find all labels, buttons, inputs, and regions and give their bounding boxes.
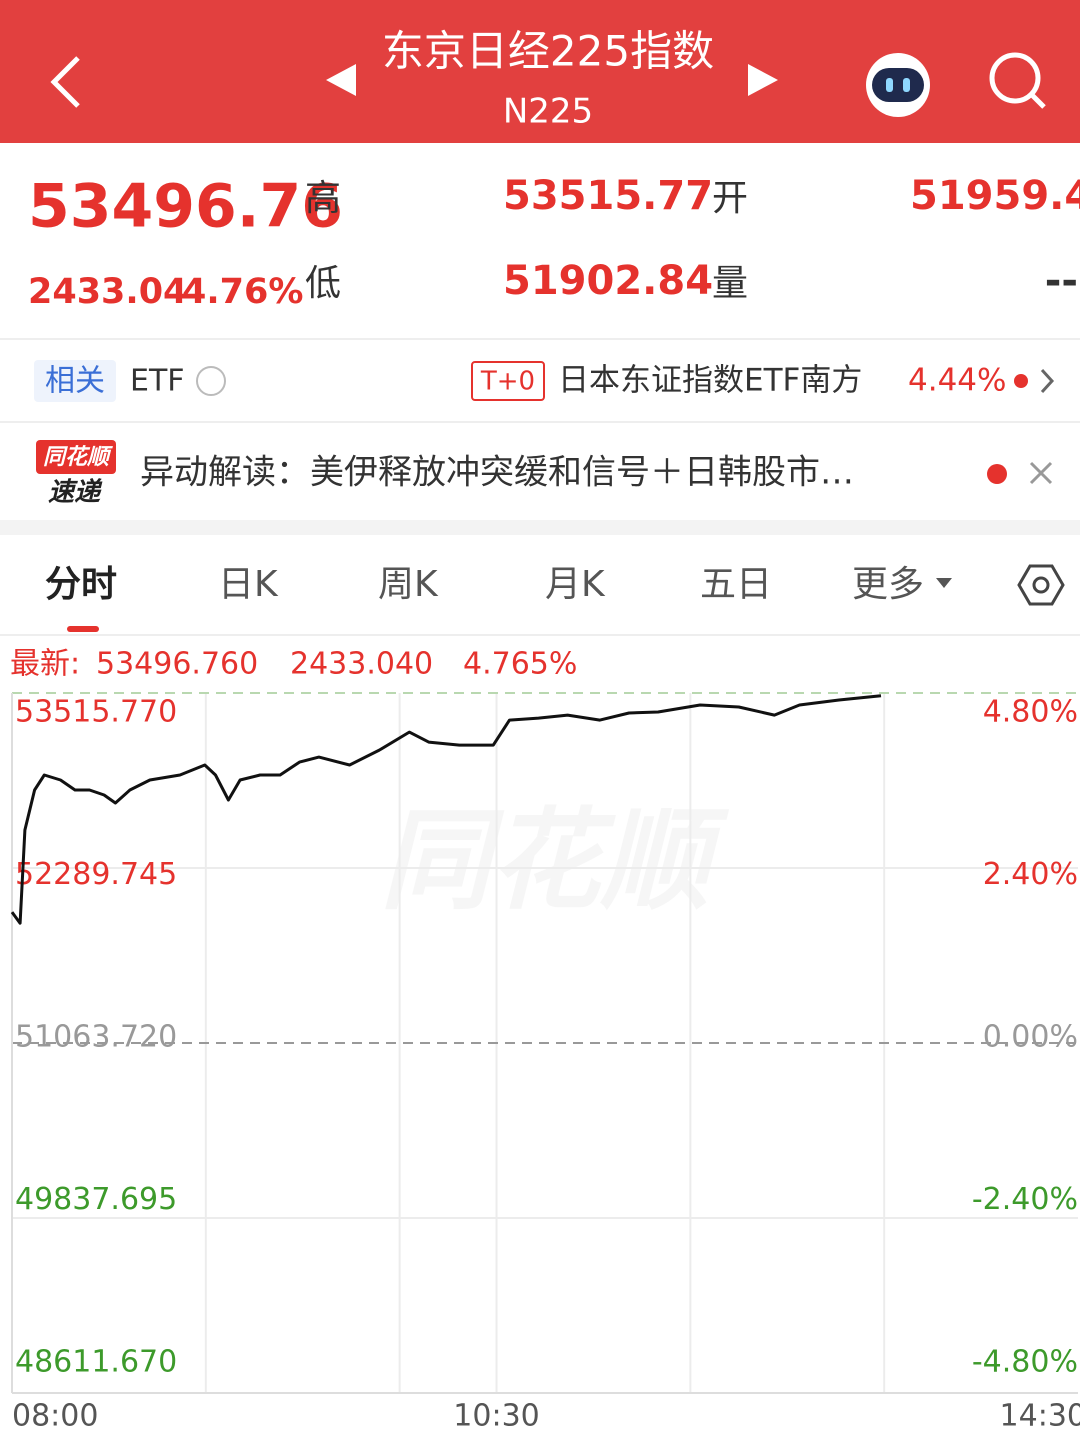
x-tick-label: 10:30: [453, 1399, 539, 1434]
help-icon[interactable]: [196, 366, 226, 396]
y2-tick-label: 0.00%: [983, 1020, 1078, 1055]
field-value: 53515.77: [503, 173, 713, 219]
dropdown-arrow: [936, 578, 952, 588]
settings-icon[interactable]: [1017, 564, 1065, 606]
tag-bg: [34, 360, 116, 402]
robot-icon[interactable]: [866, 53, 930, 117]
news-text[interactable]: 异动解读：美伊释放冲突缓和信号＋日韩股市…: [140, 453, 854, 493]
next-button[interactable]: [748, 64, 778, 96]
dot: [1014, 374, 1028, 388]
chart: 53515.770 4.80% 52289.745 2.40% 51063.720 0.0…: [10, 692, 1080, 1434]
watermark: 同花顺: [380, 796, 730, 924]
dot: [987, 464, 1007, 484]
price-line: [10, 694, 882, 925]
tab[interactable]: 月K: [545, 564, 606, 605]
price: 53496.76: [28, 172, 343, 242]
latest-value: 53496.760: [96, 647, 258, 682]
settings-dot: [1032, 576, 1050, 594]
change: 2433.04: [28, 272, 187, 312]
search-handle: [1030, 93, 1046, 109]
y-tick-label: 49837.695: [15, 1182, 177, 1217]
settings-hex: [1017, 564, 1065, 606]
tab[interactable]: 分时: [45, 564, 117, 605]
y-tick-label: 48611.670: [15, 1345, 177, 1380]
news-badge-bg: [36, 440, 116, 474]
y2-tick-label: -4.80%: [972, 1345, 1078, 1380]
x-tick-label: 08:00: [12, 1399, 98, 1434]
field-label: 开: [712, 178, 748, 219]
prev-button[interactable]: [326, 64, 356, 96]
y2-tick-label: 2.40%: [983, 857, 1078, 892]
tab[interactable]: 更多: [852, 564, 924, 605]
tab-indicator: [67, 626, 99, 632]
latest-label: 最新:: [10, 647, 80, 682]
field-value: 51959.47: [910, 173, 1080, 219]
etf-name[interactable]: 日本东证指数ETF南方: [558, 363, 862, 399]
badge-border: [471, 361, 545, 401]
close-button[interactable]: [1029, 461, 1053, 485]
search-icon[interactable]: [989, 52, 1046, 109]
tab[interactable]: 日K: [218, 564, 279, 605]
chevron[interactable]: [1040, 368, 1055, 394]
tab[interactable]: 周K: [378, 564, 439, 605]
latest-value: 4.765%: [463, 647, 577, 682]
field-label: 高: [305, 178, 341, 219]
news-badge: 同花顺: [43, 445, 113, 470]
robot-eye: [886, 78, 893, 92]
header-code: N225: [503, 92, 593, 132]
field-label: 低: [305, 263, 341, 304]
y-tick-label: 53515.770: [15, 695, 177, 730]
y2-tick-label: -2.40%: [972, 1182, 1078, 1217]
y-tick-label: 51063.720: [15, 1020, 177, 1055]
field-value: --: [1045, 258, 1078, 304]
y2-tick-label: 4.80%: [983, 695, 1078, 730]
robot-eye: [903, 78, 910, 92]
x-tick-label: 14:30: [1000, 1399, 1080, 1434]
news-badge: 速递: [48, 478, 103, 508]
robot-face: [872, 68, 924, 102]
latest-value: 2433.040: [290, 647, 433, 682]
field-value: 51902.84: [503, 258, 713, 304]
etf-badge: T+0: [480, 367, 535, 397]
header-title: 东京日经225指数: [382, 27, 714, 76]
y-tick-label: 52289.745: [15, 857, 177, 892]
change-pct: 4.76%: [182, 272, 303, 312]
tab[interactable]: 五日: [700, 564, 772, 605]
section-gap: [0, 520, 1080, 535]
etf-change: 4.44%: [908, 363, 1006, 399]
back-button[interactable]: [50, 56, 80, 108]
etf-label: ETF: [130, 364, 185, 399]
search-lens: [989, 52, 1041, 104]
etf-tag: 相关: [45, 364, 105, 399]
field-label: 量: [712, 263, 748, 304]
